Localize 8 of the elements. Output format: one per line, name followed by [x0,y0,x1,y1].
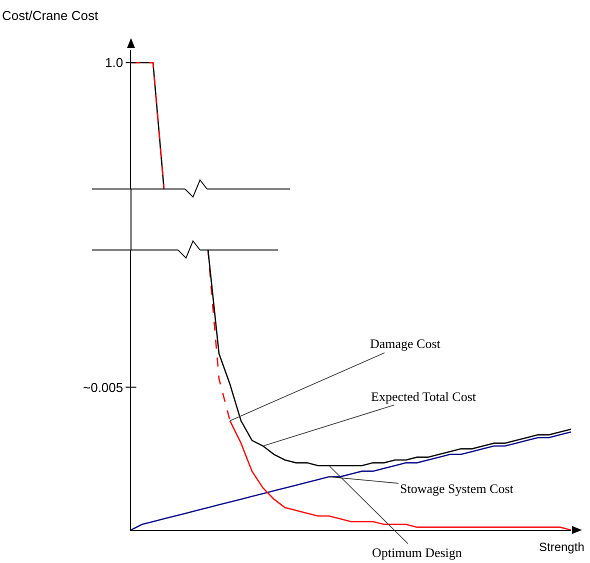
annotation: Expected Total Cost [371,389,476,404]
x-axis-title: Strength [539,540,584,554]
text: Optimum Design [372,545,462,560]
text: 1.0 [105,55,124,70]
annotation: Damage Cost [370,336,441,351]
y-axis-title: Cost/Crane Cost [2,8,98,23]
text: ~0.005 [83,380,124,395]
annotation: Stowage System Cost [400,481,514,496]
